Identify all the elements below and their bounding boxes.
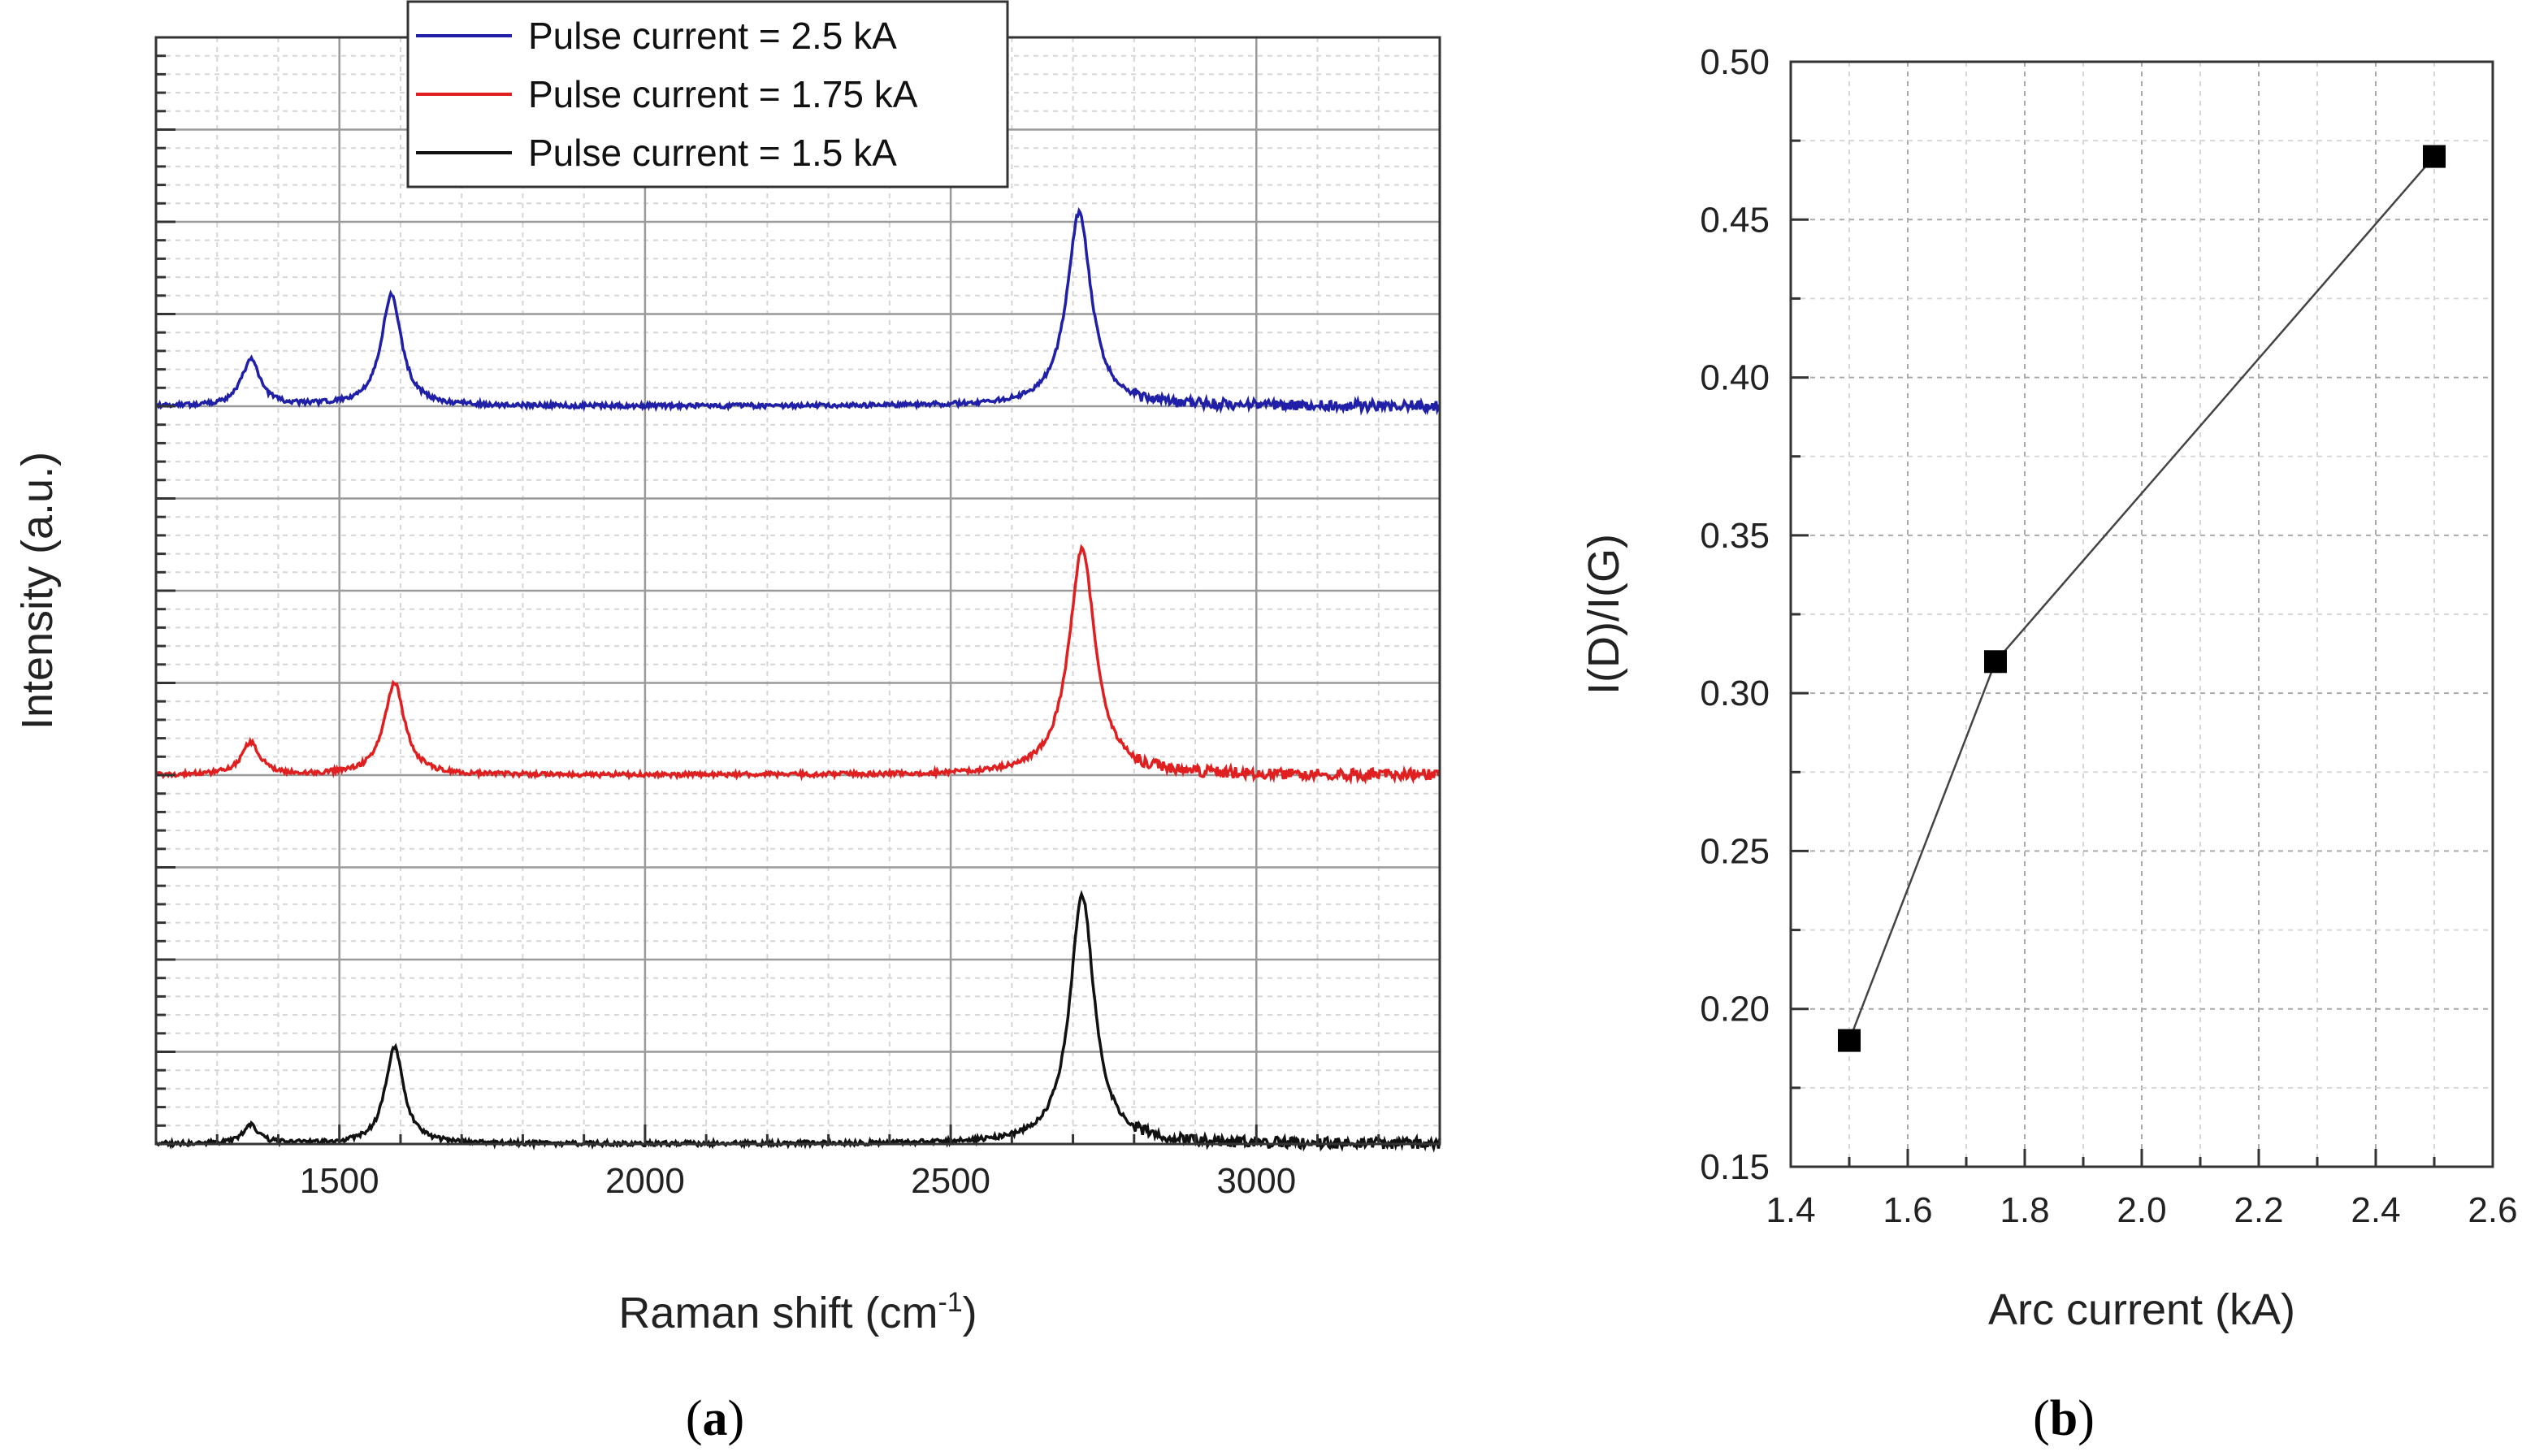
- panel-a-grid: [155, 37, 1441, 1145]
- panel-a-label-letter: a: [703, 1391, 728, 1446]
- panel-a-y-axis-title: Intensity (a.u.): [13, 452, 62, 730]
- x-axis-title-close: ): [963, 1289, 977, 1337]
- data-point: [2423, 145, 2446, 168]
- panel-b-data: [1838, 145, 2446, 1052]
- y-tick-label: 0.45: [1700, 200, 1770, 240]
- panel-b-label: (b): [2033, 1391, 2095, 1446]
- data-point: [1984, 650, 2007, 674]
- y-tick-label: 0.20: [1700, 990, 1770, 1029]
- x-tick-label: 3000: [1216, 1161, 1296, 1201]
- panel-b-label-open: (: [2033, 1391, 2050, 1446]
- panel-a-series-group: [154, 206, 1441, 1153]
- x-tick-label: 2500: [911, 1161, 990, 1201]
- series-line-2: [154, 890, 1441, 1153]
- panel-b-grid: [1790, 61, 2494, 1168]
- panel-a-legend: Pulse current = 2.5 kA Pulse current = 1…: [406, 0, 1009, 188]
- panel-b-x-axis-title: Arc current (kA): [1988, 1285, 2295, 1334]
- y-tick-label: 0.35: [1700, 516, 1770, 556]
- y-tick-label: 0.15: [1700, 1147, 1770, 1187]
- legend-label-2-5-ka: Pulse current = 2.5 kA: [528, 15, 897, 57]
- panel-b-label-close: ): [2078, 1391, 2095, 1446]
- x-tick-label: 1500: [300, 1161, 379, 1201]
- x-tick-label: 1.4: [1766, 1190, 1815, 1230]
- legend-label-1-75-ka: Pulse current = 1.75 kA: [528, 73, 918, 115]
- x-axis-title-superscript: -1: [938, 1287, 962, 1318]
- x-tick-label: 2.2: [2234, 1190, 2283, 1230]
- x-axis-title-text: Raman shift (cm: [618, 1289, 938, 1337]
- panel-a-label-close: ): [728, 1391, 745, 1446]
- panel-a-x-axis-title: Raman shift (cm-1): [618, 1287, 977, 1337]
- x-tick-label: 2000: [605, 1161, 685, 1201]
- x-tick-label: 2.4: [2351, 1190, 2400, 1230]
- panel-a-label: (a): [686, 1391, 744, 1446]
- y-tick-label: 0.40: [1700, 358, 1770, 398]
- panel-a-label-open: (: [686, 1391, 703, 1446]
- x-tick-label: 2.0: [2117, 1190, 2166, 1230]
- panel-b-chart: 1.4 1.6 1.8 2.0 2.2 2.4 2.6 0.15 0.20 0.25 0.30 0.3…: [1580, 42, 2518, 1446]
- panel-b-y-axis-title: I(D)/I(G): [1580, 534, 1628, 695]
- panel-a-ticks: 1500 2000 2500 3000: [154, 36, 1441, 1201]
- x-tick-label: 1.6: [1883, 1190, 1932, 1230]
- legend-box: [406, 0, 1009, 188]
- panel-b-ticks: 1.4 1.6 1.8 2.0 2.2 2.4 2.6 0.15 0.20 0.25 0.30 0.3…: [1700, 42, 2517, 1230]
- panel-a-chart: 1500 2000 2500 3000 Pulse current = 2.5 kA …: [13, 0, 1441, 1446]
- x-tick-label: 2.6: [2468, 1190, 2517, 1230]
- series-line-1: [154, 544, 1441, 786]
- panel-b-label-letter: b: [2050, 1391, 2078, 1446]
- legend-label-1-5-ka: Pulse current = 1.5 kA: [528, 132, 897, 174]
- series-line-0: [155, 206, 1441, 416]
- y-tick-label: 0.30: [1700, 674, 1770, 713]
- y-tick-label: 0.50: [1700, 42, 1770, 82]
- y-tick-label: 0.25: [1700, 831, 1770, 871]
- data-point: [1838, 1029, 1861, 1052]
- x-tick-label: 1.8: [2000, 1190, 2049, 1230]
